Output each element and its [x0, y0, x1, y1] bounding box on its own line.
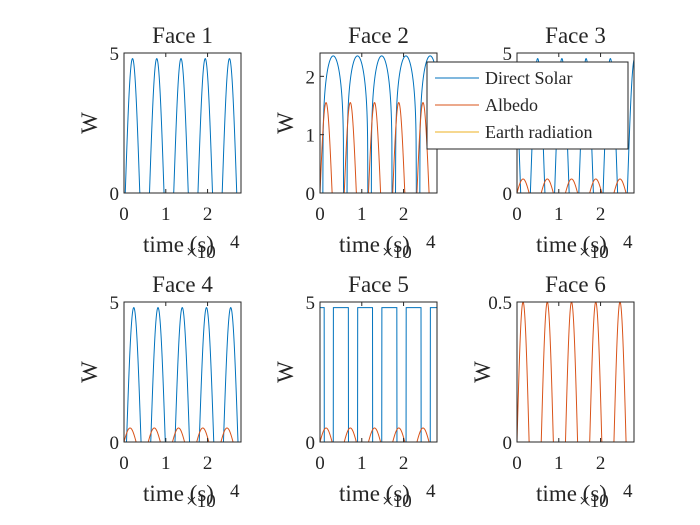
plot-area	[319, 301, 438, 443]
axes-box	[123, 301, 242, 443]
y-tick-label: 0	[503, 433, 513, 454]
legend-label-earth-radiation: Earth radiation	[485, 122, 592, 142]
y-tick-label: 0.5	[488, 293, 512, 314]
y-tick-label: 5	[110, 293, 120, 314]
panel-title: Face 4	[152, 272, 213, 297]
x-tick-label: 0	[119, 204, 129, 225]
x-tick-label: 0	[512, 453, 522, 474]
x-axis-label: time (s)	[339, 481, 410, 506]
panel-face-2: 0 1 2 0 1 2 Face 2 time (s)×10 4 W	[273, 23, 438, 263]
x-axis-exponent: ×10	[382, 491, 412, 512]
x-tick-label: 1	[161, 453, 171, 474]
axes-box	[123, 52, 242, 194]
x-tick-label: 0	[119, 453, 129, 474]
panel-face-4: 0 1 2 0 5 Face 4 time (s)×10 4 W	[77, 272, 242, 512]
series-line-direct-solar	[320, 307, 437, 442]
legend-label-albedo: Albedo	[485, 95, 538, 115]
x-axis-exponent-power: 4	[623, 232, 633, 253]
series-line-direct-solar	[124, 58, 241, 193]
panel-face-1: 0 1 2 0 5 Face 1 time (s)×10 4 W	[77, 23, 242, 263]
x-axis-label: time (s)	[339, 232, 410, 257]
series-line-albedo	[320, 427, 437, 442]
x-axis-exponent: ×10	[186, 491, 216, 512]
x-axis-exponent: ×10	[579, 491, 609, 512]
x-tick-label: 1	[554, 204, 564, 225]
x-tick-label: 1	[357, 453, 367, 474]
panel-face-6: 0 1 2 0 0.5 Face 6 time (s)×10 4 W	[470, 272, 635, 512]
x-axis-exponent-power: 4	[426, 481, 436, 502]
panel-title: Face 3	[545, 23, 606, 48]
y-tick-label: 5	[306, 293, 316, 314]
y-axis-label: W	[77, 361, 102, 383]
panel-title: Face 1	[152, 23, 213, 48]
y-tick-label: 5	[503, 44, 513, 65]
y-tick-label: 0	[306, 433, 316, 454]
x-axis-exponent: ×10	[579, 242, 609, 263]
x-axis-label: time (s)	[536, 232, 607, 257]
y-tick-label: 2	[306, 67, 316, 88]
x-tick-label: 2	[203, 204, 213, 225]
x-axis-exponent-power: 4	[623, 481, 633, 502]
axes-box	[319, 301, 438, 443]
x-tick-label: 2	[399, 204, 409, 225]
series-line-albedo	[517, 178, 634, 193]
panel-title: Face 6	[545, 272, 606, 297]
x-axis-exponent-power: 4	[230, 481, 240, 502]
plot-area	[123, 301, 242, 443]
y-axis-label: W	[470, 361, 495, 383]
x-tick-label: 2	[596, 453, 606, 474]
panel-face-5: 0 1 2 0 5 Face 5 time (s)×10 4 W	[273, 272, 438, 512]
x-axis-exponent-power: 4	[426, 232, 436, 253]
series-line-direct-solar	[124, 307, 241, 442]
x-tick-label: 2	[399, 453, 409, 474]
x-axis-label: time (s)	[536, 481, 607, 506]
x-axis-exponent-power: 4	[230, 232, 240, 253]
x-tick-label: 1	[161, 204, 171, 225]
x-axis-label: time (s)	[143, 481, 214, 506]
x-tick-label: 1	[554, 453, 564, 474]
panel-title: Face 5	[348, 272, 409, 297]
panel-title: Face 2	[348, 23, 409, 48]
x-axis-exponent: ×10	[382, 242, 412, 263]
series-line-direct-solar	[320, 55, 437, 193]
y-tick-label: 0	[110, 433, 120, 454]
x-axis-exponent: ×10	[186, 242, 216, 263]
y-axis-label: W	[273, 112, 298, 134]
y-axis-label: W	[77, 112, 102, 134]
y-axis-label: W	[273, 361, 298, 383]
legend-label-direct-solar: Direct Solar	[485, 68, 572, 88]
y-tick-label: 5	[110, 44, 120, 65]
x-axis-label: time (s)	[143, 232, 214, 257]
axes-box	[516, 301, 635, 443]
x-tick-label: 0	[315, 204, 325, 225]
series-line-albedo	[124, 427, 241, 442]
x-tick-label: 0	[512, 204, 522, 225]
y-tick-label: 1	[306, 126, 316, 147]
x-tick-label: 1	[357, 204, 367, 225]
plot-area	[123, 52, 242, 194]
y-tick-label: 0	[306, 184, 316, 205]
x-tick-label: 2	[203, 453, 213, 474]
series-line-albedo	[320, 102, 437, 193]
series-line-albedo	[517, 302, 634, 442]
y-tick-label: 0	[503, 184, 513, 205]
x-tick-label: 2	[596, 204, 606, 225]
legend: Direct Solar Albedo Earth radiation	[426, 61, 629, 150]
x-tick-label: 0	[315, 453, 325, 474]
y-tick-label: 0	[110, 184, 120, 205]
